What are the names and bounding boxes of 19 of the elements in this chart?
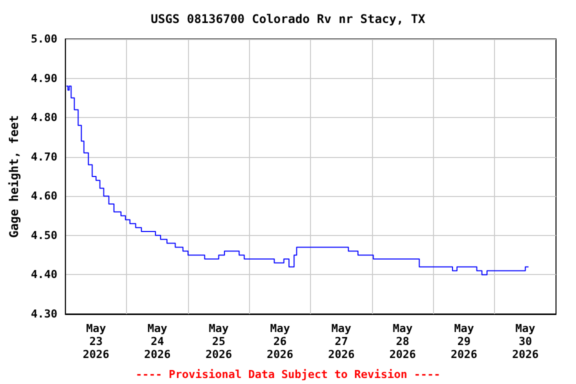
text: ---- Provisional Data Subject to Revision ----	[136, 368, 440, 381]
x-tick-label: May 30 2026	[512, 322, 539, 361]
y-tick-label: 4.30	[30, 308, 58, 320]
x-tick-label: May 29 2026	[450, 322, 478, 361]
y-tick-label: 4.60	[30, 190, 58, 203]
y-tick-label: 4.40	[30, 268, 58, 282]
y-tick-label: 4.90	[30, 72, 58, 85]
x-tick-label: May 25 2026	[205, 322, 232, 361]
x-tick-label: May 27 2026	[328, 322, 355, 361]
y-tick-label: 4.70	[30, 150, 58, 164]
chart-title: USGS 08136700 Colorado Rv nr Stacy, TX	[150, 12, 426, 26]
y-tick-label: 4.50	[30, 228, 58, 242]
x-tick-label: May 28 2026	[389, 322, 416, 361]
y-axis-title: Gage height, feet	[7, 115, 21, 238]
y-tick-label: 4.80	[30, 111, 58, 124]
x-tick-label: May 26 2026	[266, 322, 294, 361]
y-tick-label: 5.00	[30, 32, 58, 46]
x-tick-label: May 23 2026	[82, 322, 110, 361]
x-tick-label: May 24 2026	[144, 322, 171, 361]
